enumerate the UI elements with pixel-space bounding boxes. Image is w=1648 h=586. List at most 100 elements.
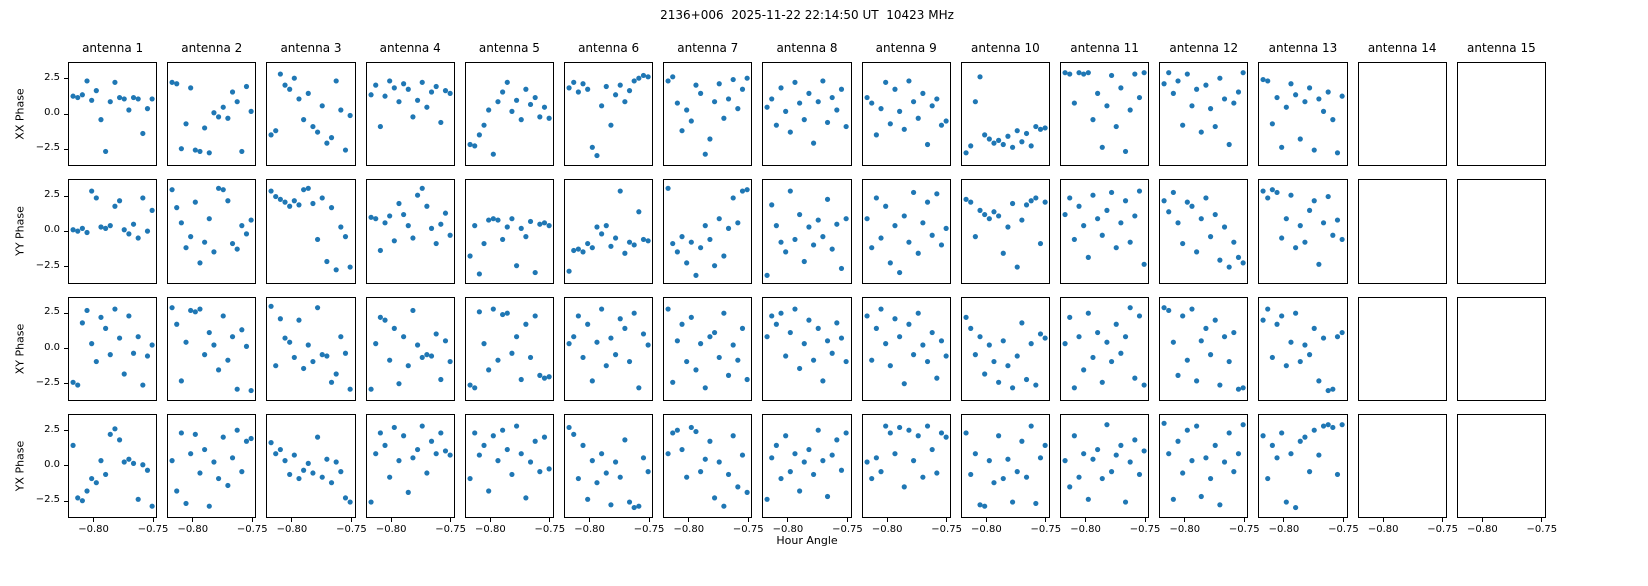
subplot-yx-antenna-10	[960, 413, 1050, 518]
scatter-points	[467, 305, 552, 390]
subplot-yx-antenna-8	[762, 413, 852, 518]
xtick-mark	[589, 518, 591, 522]
column-title-antenna-12: antenna 12	[1169, 41, 1239, 55]
subplot-yy-antenna-5	[464, 179, 554, 284]
subplot-xx-antenna-3	[266, 62, 356, 167]
column-title-antenna-6: antenna 6	[578, 41, 640, 55]
xtick-label: −0.80	[78, 524, 109, 535]
ytick-mark	[64, 500, 68, 502]
subplot-xy-antenna-11	[1060, 296, 1150, 401]
ytick-mark	[64, 430, 68, 432]
scatter-points	[566, 424, 651, 510]
subplot-yx-antenna-15	[1456, 413, 1546, 518]
subplot-yx-antenna-13	[1258, 413, 1348, 518]
xtick-label: −0.80	[971, 524, 1002, 535]
scatter-points	[864, 305, 949, 386]
ytick-label: 0.0	[44, 107, 60, 119]
subplot-yy-antenna-6	[564, 179, 654, 284]
xtick-label: −0.75	[1228, 524, 1260, 535]
scatter-points	[764, 188, 850, 279]
ytick-mark	[64, 266, 68, 268]
scatter-points	[1161, 420, 1246, 508]
subplot-xy-antenna-8	[762, 296, 852, 401]
subplot-yx-antenna-11	[1060, 413, 1150, 518]
subplot-xx-antenna-2	[167, 62, 257, 167]
xtick-label: −0.75	[1427, 524, 1458, 535]
xtick-mark	[846, 518, 848, 522]
xtick-label: −0.75	[832, 524, 863, 535]
scatter-points	[268, 434, 354, 505]
subplot-xy-antenna-5	[464, 296, 554, 401]
subplot-yy-antenna-2	[167, 179, 257, 284]
scatter-points	[268, 185, 354, 273]
scatter-points	[70, 425, 155, 509]
subplot-yx-antenna-1	[68, 413, 158, 518]
xtick-label: −0.80	[772, 524, 804, 535]
ytick-mark	[64, 312, 68, 314]
xtick-mark	[688, 518, 690, 522]
scatter-points	[764, 78, 850, 146]
scatter-points	[169, 185, 254, 266]
figure-title: 2136+006 2025-11-22 22:14:50 UT 10423 MH…	[660, 8, 954, 22]
xtick-label: −0.80	[375, 524, 407, 535]
subplot-yx-antenna-9	[861, 413, 951, 518]
column-title-antenna-9: antenna 9	[875, 41, 937, 55]
xtick-mark	[291, 518, 293, 522]
subplot-xy-antenna-3	[266, 296, 356, 401]
xtick-mark	[1342, 518, 1344, 522]
scatter-points	[268, 71, 354, 153]
scatter-points	[963, 74, 1048, 156]
ytick-mark	[64, 148, 68, 150]
scatter-points	[1260, 76, 1346, 156]
subplot-xy-antenna-10	[960, 296, 1050, 401]
scatter-points	[1161, 304, 1246, 392]
ytick-label: 2.5	[44, 189, 60, 201]
scatter-points	[368, 78, 453, 130]
scatter-points	[764, 427, 850, 502]
xtick-label: −0.75	[1328, 524, 1359, 535]
subplot-yx-antenna-7	[663, 413, 753, 518]
xtick-mark	[489, 518, 491, 522]
ytick-label: 2.5	[44, 306, 60, 318]
scatter-points	[665, 305, 750, 390]
xtick-mark	[1085, 518, 1087, 522]
scatter-points	[1260, 187, 1346, 268]
subplot-yx-antenna-14	[1357, 413, 1447, 518]
subplot-xx-antenna-14	[1357, 62, 1447, 167]
scatter-points	[566, 305, 651, 390]
xtick-label: −0.80	[1268, 524, 1300, 535]
xtick-mark	[251, 518, 253, 522]
xtick-mark	[946, 518, 948, 522]
ytick-label: 2.5	[44, 423, 60, 435]
xtick-label: −0.75	[1030, 524, 1062, 535]
scatter-points	[70, 78, 155, 155]
subplot-yy-antenna-3	[266, 179, 356, 284]
subplot-xy-antenna-15	[1456, 296, 1546, 401]
ytick-label: −2.5	[35, 142, 60, 154]
xtick-label: −0.75	[1129, 524, 1161, 535]
xtick-mark	[1045, 518, 1047, 522]
subplot-xx-antenna-4	[365, 62, 455, 167]
ytick-mark	[64, 465, 68, 467]
ytick-mark	[64, 78, 68, 80]
scatter-points	[467, 216, 552, 277]
scatter-points	[963, 195, 1048, 270]
scatter-points	[368, 423, 453, 505]
xtick-label: −0.75	[137, 524, 169, 535]
subplot-yx-antenna-5	[464, 413, 554, 518]
scatter-points	[1062, 421, 1147, 505]
ytick-label: 2.5	[44, 71, 60, 83]
column-title-antenna-11: antenna 11	[1070, 41, 1139, 55]
column-title-antenna-8: antenna 8	[776, 41, 838, 55]
ytick-label: −2.5	[35, 259, 60, 271]
ytick-label: 0.0	[44, 341, 60, 353]
scatter-points	[665, 74, 750, 157]
column-title-antenna-15: antenna 15	[1467, 41, 1536, 55]
scatter-points	[1161, 70, 1246, 148]
scatter-points	[864, 78, 949, 148]
subplot-xy-antenna-9	[861, 296, 951, 401]
subplot-yx-antenna-12	[1159, 413, 1249, 518]
subplot-yy-antenna-4	[365, 179, 455, 284]
subplot-yy-antenna-10	[960, 179, 1050, 284]
column-title-antenna-4: antenna 4	[379, 41, 441, 55]
